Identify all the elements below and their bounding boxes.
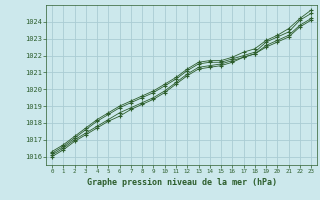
X-axis label: Graphe pression niveau de la mer (hPa): Graphe pression niveau de la mer (hPa) — [87, 178, 276, 187]
